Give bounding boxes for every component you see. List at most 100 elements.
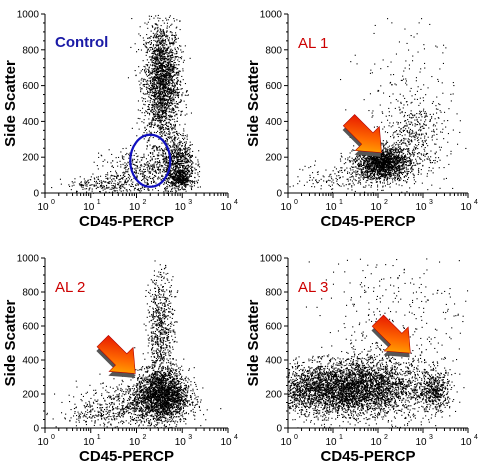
- data-point: [167, 46, 169, 48]
- data-point: [168, 80, 170, 82]
- data-point: [164, 102, 166, 104]
- data-point: [180, 155, 182, 157]
- data-point: [124, 172, 126, 174]
- data-point: [384, 163, 386, 165]
- data-point: [147, 42, 149, 44]
- data-point: [154, 63, 156, 65]
- data-point: [163, 53, 165, 55]
- data-point: [127, 77, 129, 79]
- data-point: [153, 83, 155, 85]
- data-point: [162, 80, 164, 82]
- data-point: [381, 170, 383, 172]
- data-point: [400, 150, 402, 152]
- data-point: [180, 174, 182, 176]
- data-point: [169, 31, 171, 33]
- data-point: [168, 72, 170, 74]
- data-point: [73, 184, 75, 186]
- data-point: [185, 148, 187, 150]
- data-point: [157, 93, 159, 95]
- data-point: [160, 80, 162, 82]
- data-point: [172, 161, 174, 163]
- data-point: [161, 79, 163, 81]
- data-point: [153, 39, 155, 41]
- data-point: [152, 98, 154, 100]
- data-point: [182, 170, 184, 172]
- data-point: [164, 163, 166, 165]
- data-point: [176, 153, 178, 155]
- data-point: [145, 93, 147, 95]
- data-point: [163, 191, 165, 193]
- data-point: [191, 182, 193, 184]
- data-point: [389, 153, 391, 155]
- data-point: [397, 177, 399, 179]
- data-point: [164, 158, 166, 160]
- data-point: [162, 160, 164, 162]
- data-point: [158, 82, 160, 84]
- data-point: [171, 67, 173, 69]
- data-point: [179, 163, 181, 165]
- data-point: [168, 66, 170, 68]
- data-point: [145, 128, 147, 130]
- data-point: [166, 19, 168, 21]
- data-point: [171, 111, 173, 113]
- data-point: [160, 93, 162, 95]
- data-point: [153, 88, 155, 90]
- data-point: [165, 31, 167, 33]
- data-point: [161, 51, 163, 53]
- data-point: [161, 33, 163, 35]
- data-point: [111, 180, 113, 182]
- data-point: [165, 51, 167, 53]
- data-point: [182, 70, 184, 72]
- data-point: [151, 177, 153, 179]
- data-point: [150, 171, 152, 173]
- data-point: [153, 95, 155, 97]
- data-point: [148, 71, 150, 73]
- data-point: [406, 145, 408, 147]
- data-point: [118, 179, 120, 181]
- data-point: [169, 99, 171, 101]
- data-point: [150, 79, 152, 81]
- data-point: [184, 185, 186, 187]
- data-point: [144, 127, 146, 129]
- data-point: [181, 110, 183, 112]
- data-point: [192, 162, 194, 164]
- data-point: [109, 182, 111, 184]
- data-point: [366, 176, 368, 178]
- data-point: [156, 83, 158, 85]
- data-point: [173, 91, 175, 93]
- data-point: [188, 153, 190, 155]
- data-point: [147, 189, 149, 191]
- data-point: [164, 66, 166, 68]
- data-point: [190, 180, 192, 182]
- data-point: [119, 160, 121, 162]
- data-point: [400, 147, 402, 149]
- data-point: [198, 163, 200, 165]
- data-point: [163, 106, 165, 108]
- data-point: [158, 138, 160, 140]
- data-point: [144, 79, 146, 81]
- data-point: [164, 76, 166, 78]
- data-point: [163, 71, 165, 73]
- data-point: [397, 176, 399, 178]
- data-point: [159, 88, 161, 90]
- data-point: [180, 178, 182, 180]
- data-point: [119, 185, 121, 187]
- data-point: [146, 146, 148, 148]
- data-point: [115, 187, 117, 189]
- data-point: [184, 170, 186, 172]
- data-point: [165, 137, 167, 139]
- data-point: [402, 153, 404, 155]
- data-point: [160, 101, 162, 103]
- data-point: [181, 75, 183, 77]
- data-point: [359, 182, 361, 184]
- data-point: [176, 174, 178, 176]
- data-point: [161, 41, 163, 43]
- data-point: [162, 102, 164, 104]
- data-point: [174, 156, 176, 158]
- data-point: [166, 53, 168, 55]
- data-point: [135, 170, 137, 172]
- data-point: [152, 83, 154, 85]
- data-point: [162, 40, 164, 42]
- data-point: [144, 104, 146, 106]
- data-point: [162, 162, 164, 164]
